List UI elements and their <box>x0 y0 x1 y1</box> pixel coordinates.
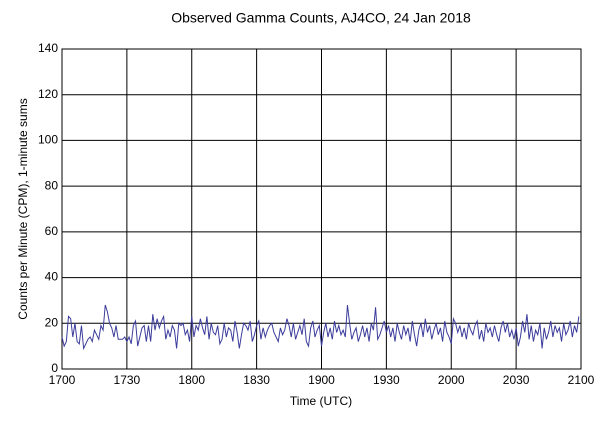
x-tick-label: 1700 <box>49 373 76 387</box>
x-tick-label: 1900 <box>308 373 335 387</box>
y-tick-label: 140 <box>38 41 58 55</box>
x-tick-label: 2100 <box>568 373 595 387</box>
chart-title: Observed Gamma Counts, AJ4CO, 24 Jan 201… <box>171 10 471 26</box>
x-tick-label: 1830 <box>243 373 270 387</box>
x-tick-label: 1800 <box>178 373 205 387</box>
y-tick-label: 40 <box>45 270 59 284</box>
y-tick-label: 120 <box>38 87 58 101</box>
y-tick-label: 80 <box>45 178 59 192</box>
x-tick-label: 2000 <box>438 373 465 387</box>
x-tick-label: 1730 <box>114 373 141 387</box>
x-tick-label: 2030 <box>503 373 530 387</box>
y-tick-label: 20 <box>45 315 59 329</box>
x-tick-label: 1930 <box>373 373 400 387</box>
y-tick-label: 100 <box>38 133 58 147</box>
y-axis-label: Counts per Minute (CPM), 1-minute sums <box>16 98 30 319</box>
x-axis-label: Time (UTC) <box>290 394 352 408</box>
y-tick-label: 0 <box>51 361 58 375</box>
y-tick-label: 60 <box>45 224 59 238</box>
data-line <box>61 304 580 351</box>
